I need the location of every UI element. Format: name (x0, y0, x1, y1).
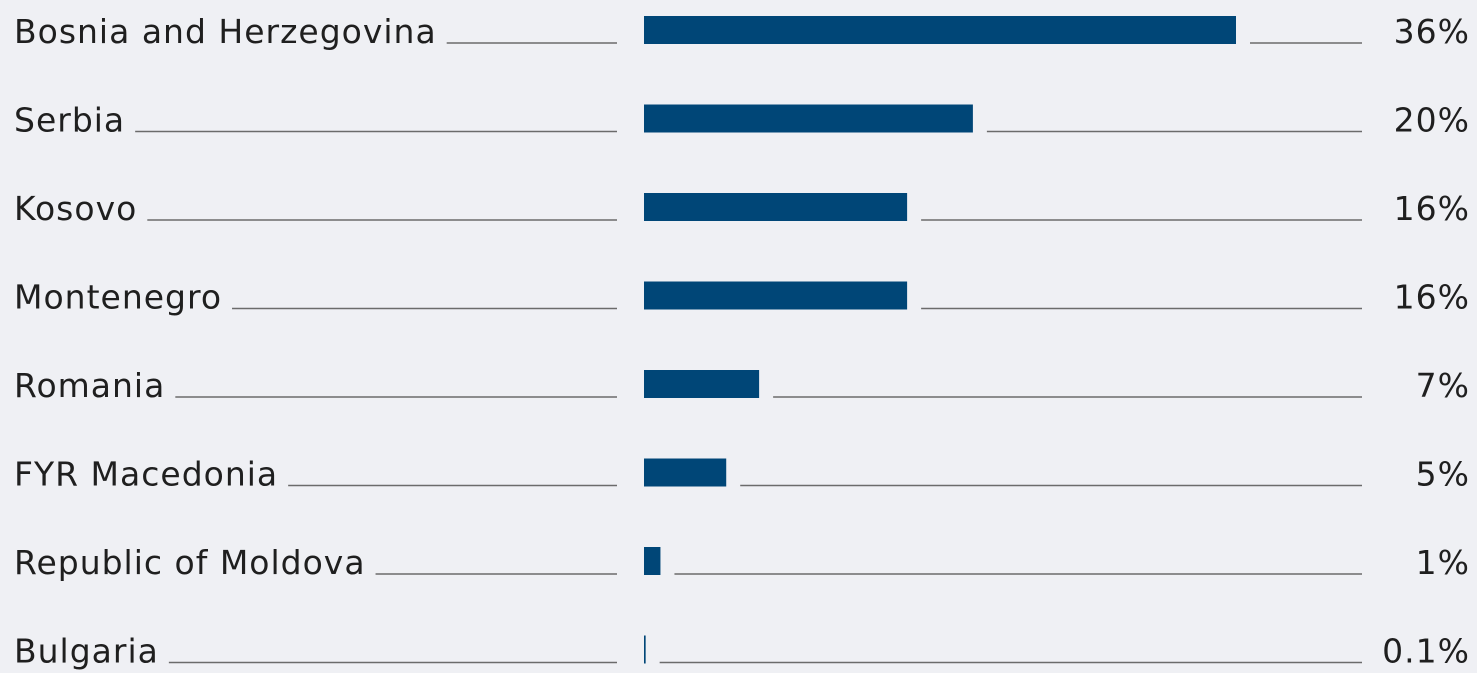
category-label: Serbia (14, 101, 125, 140)
bar (644, 104, 973, 133)
category-label: FYR Macedonia (14, 455, 278, 494)
bar (644, 370, 760, 398)
value-label: 1% (1416, 543, 1470, 582)
value-label: 16% (1394, 189, 1470, 228)
value-label: 36% (1394, 12, 1470, 51)
category-label: Montenegro (14, 278, 222, 317)
value-label: 16% (1394, 278, 1470, 317)
bar (644, 635, 646, 664)
value-label: 0.1% (1382, 632, 1470, 671)
bar (644, 16, 1236, 44)
category-label: Kosovo (14, 189, 137, 228)
bar (644, 193, 908, 221)
category-label: Bosnia and Herzegovina (14, 12, 437, 51)
category-label: Romania (14, 366, 165, 405)
category-label: Republic of Moldova (14, 543, 366, 582)
bar (644, 281, 908, 310)
value-label: 5% (1416, 455, 1470, 494)
bar (644, 458, 727, 487)
value-label: 7% (1416, 366, 1470, 405)
value-label: 20% (1394, 101, 1470, 140)
category-label: Bulgaria (14, 632, 159, 671)
bar (644, 547, 661, 575)
